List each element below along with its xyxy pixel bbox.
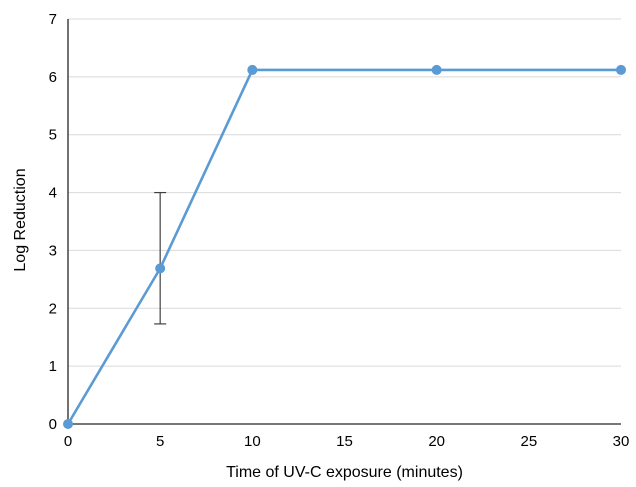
y-tick-label-2: 2: [49, 300, 57, 317]
series: [63, 64, 626, 429]
y-tick-label-7: 7: [49, 11, 57, 28]
data-point-0: [63, 419, 73, 429]
x-tick-label-15: 15: [336, 433, 353, 450]
y-tick-label-5: 5: [49, 127, 57, 144]
data-point-5: [155, 263, 166, 274]
data-point-30: [616, 64, 626, 75]
y-tick-label-4: 4: [49, 185, 57, 202]
x-axis-title: Time of UV-C exposure (minutes): [226, 464, 463, 481]
x-tick-label-30: 30: [613, 433, 630, 450]
y-tick-label-1: 1: [49, 358, 57, 375]
x-tick-label-20: 20: [428, 433, 445, 450]
data-point-20: [431, 64, 442, 75]
y-axis-title: Log Reduction: [12, 168, 29, 271]
axes: [67, 19, 621, 425]
x-tick-label-5: 5: [156, 433, 164, 450]
y-tick-label-0: 0: [49, 416, 57, 433]
tick-labels: 0 1 2 3 4 5 6 7 0 5 10 15 20 25 30: [49, 11, 630, 450]
data-point-10: [247, 64, 258, 75]
x-tick-label-0: 0: [64, 433, 72, 450]
y-tick-label-6: 6: [49, 69, 57, 86]
series-line-0: [66, 68, 621, 425]
x-tick-label-10: 10: [244, 433, 261, 450]
y-tick-label-3: 3: [49, 242, 57, 259]
x-tick-label-25: 25: [520, 433, 537, 450]
